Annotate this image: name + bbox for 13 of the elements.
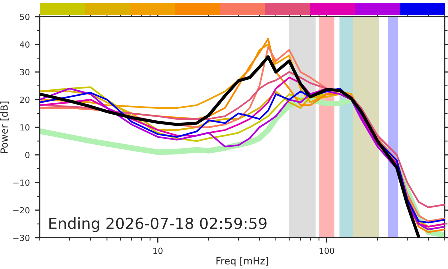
y-tick-label: −20 — [14, 207, 30, 214]
y-tick-label: 10 — [20, 124, 30, 131]
y-tick-label: 30 — [20, 69, 30, 76]
annotation: Ending 2026-07-18 02:59:59 — [50, 218, 267, 232]
y-tick-label: −30 — [14, 234, 30, 242]
y-tick-label: 40 — [20, 42, 30, 48]
y-tick-label: 0 — [26, 152, 30, 158]
x-tick-label: 100 — [320, 248, 334, 254]
x-axis-title: Freq [mHz] — [216, 257, 268, 267]
y-axis-title: Power [dB] — [0, 102, 10, 153]
y-tick-label: −10 — [14, 180, 30, 186]
y-tick-label: 50 — [20, 14, 30, 20]
y-tick-label: 20 — [20, 96, 30, 104]
